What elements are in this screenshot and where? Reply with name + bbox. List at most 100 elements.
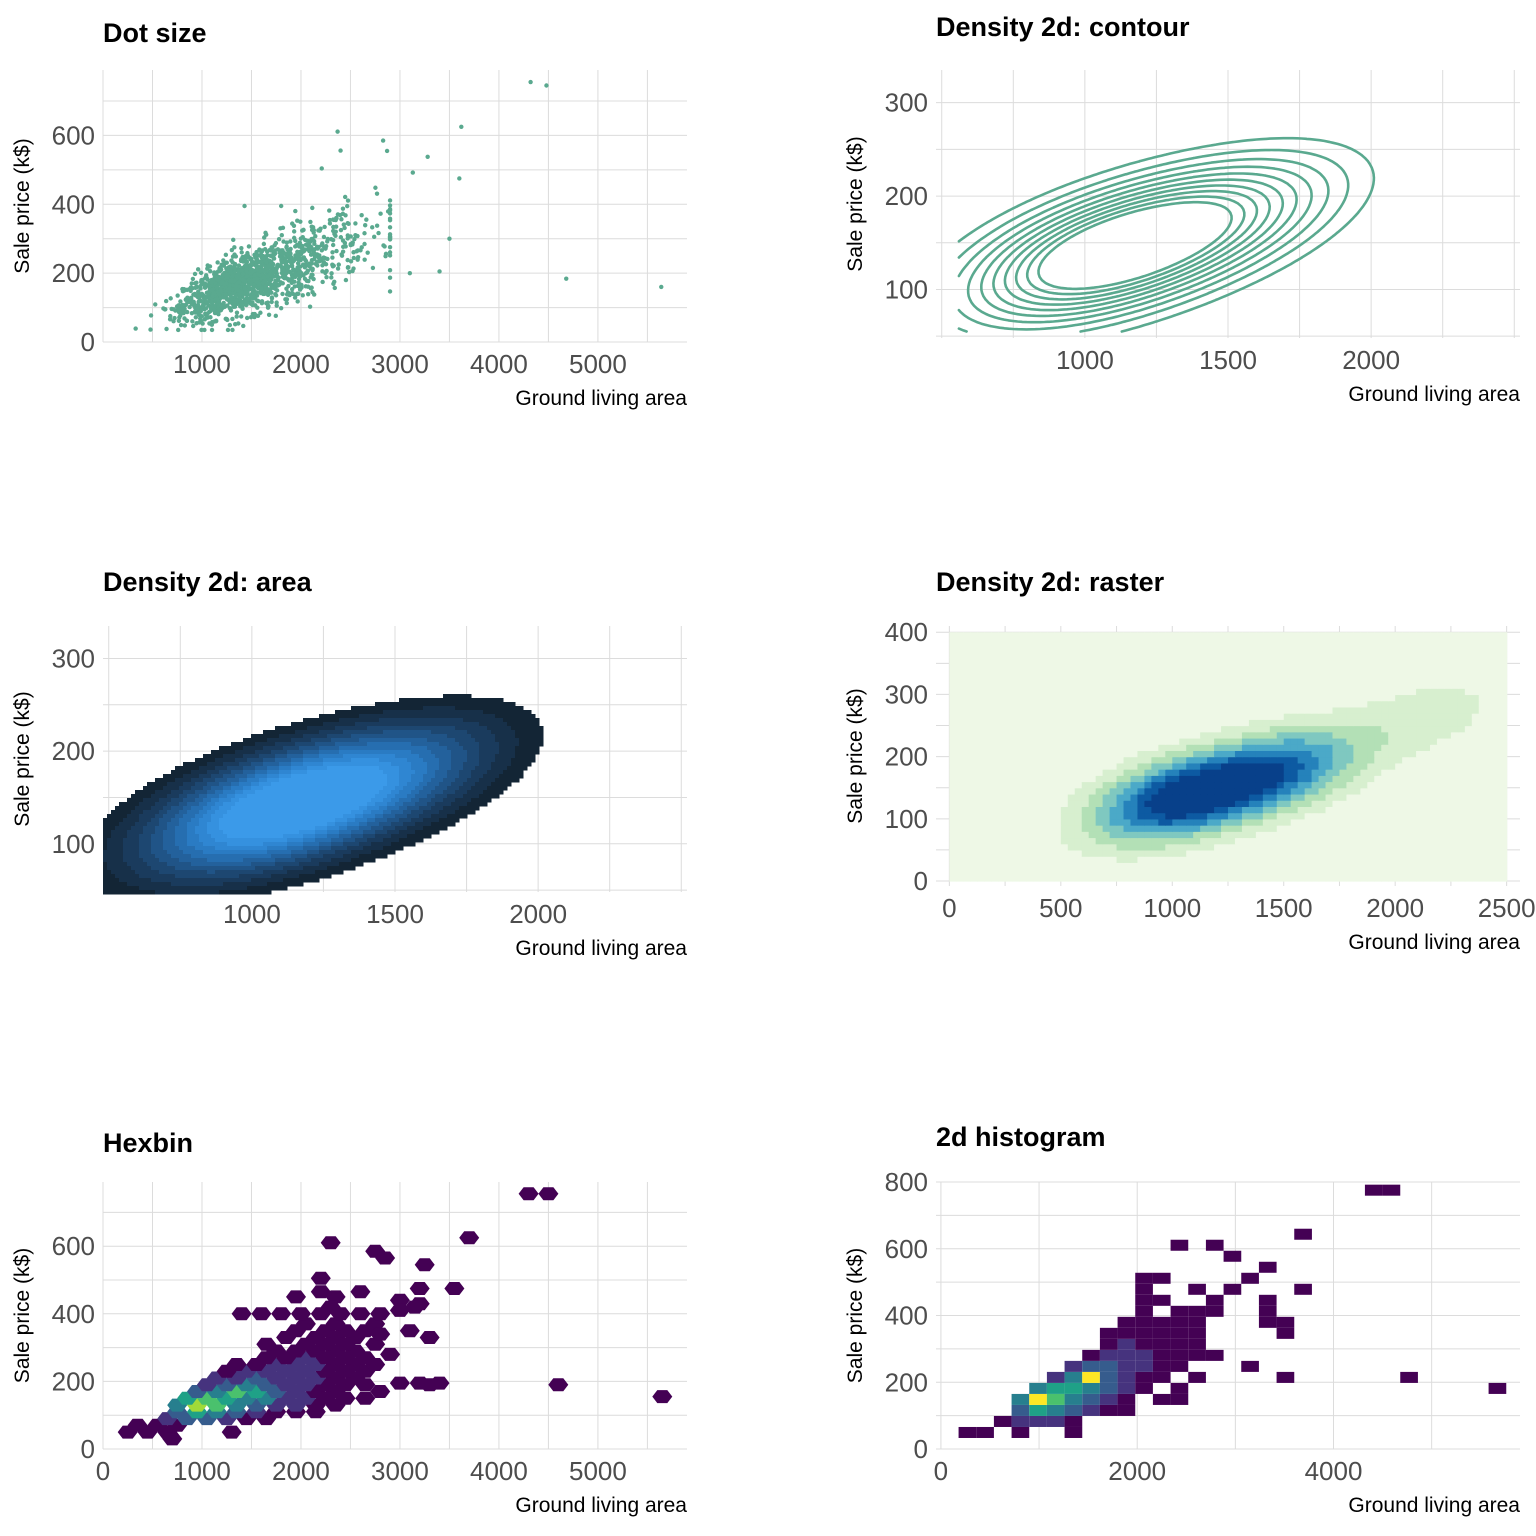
density-cell bbox=[355, 722, 360, 727]
density-cell bbox=[351, 770, 356, 775]
density-cell bbox=[451, 758, 456, 763]
density-cell bbox=[375, 754, 380, 759]
data-point bbox=[208, 308, 213, 314]
density-cell bbox=[271, 862, 276, 867]
density-cell bbox=[227, 750, 232, 755]
density-cell bbox=[351, 774, 356, 779]
density-cell bbox=[359, 862, 364, 867]
density-cell bbox=[347, 726, 352, 731]
density-cell bbox=[471, 774, 476, 779]
density-cell bbox=[359, 754, 364, 759]
density-cell bbox=[511, 718, 516, 723]
density-cell bbox=[491, 734, 496, 739]
data-point bbox=[380, 138, 386, 143]
density-cell bbox=[355, 806, 360, 811]
density-cell bbox=[311, 758, 316, 763]
density-cell bbox=[131, 814, 136, 819]
density-cell bbox=[323, 822, 328, 827]
density-cell bbox=[191, 834, 196, 839]
density-cell bbox=[403, 830, 408, 835]
density-cell bbox=[399, 814, 404, 819]
density-cell bbox=[131, 878, 136, 883]
density-cell bbox=[295, 870, 300, 875]
data-point bbox=[284, 297, 290, 302]
density-cell bbox=[295, 814, 300, 819]
density-cell bbox=[319, 730, 324, 735]
density-cell bbox=[279, 854, 284, 859]
density-cell bbox=[191, 866, 196, 871]
density-cell bbox=[371, 734, 376, 739]
density-cell bbox=[467, 766, 472, 771]
density-cell bbox=[351, 742, 356, 747]
density-cell bbox=[167, 822, 172, 827]
density-cell bbox=[395, 826, 400, 831]
density-cell bbox=[155, 786, 160, 791]
density-cell bbox=[307, 758, 312, 763]
density-cell bbox=[471, 714, 476, 719]
density-cell bbox=[459, 766, 464, 771]
density-cell bbox=[359, 750, 364, 755]
density-cell bbox=[507, 702, 512, 707]
density-cell bbox=[203, 814, 208, 819]
chart-title: Density 2d: area bbox=[103, 567, 312, 597]
density-cell bbox=[299, 722, 304, 727]
density-cell bbox=[391, 810, 396, 815]
density-cell bbox=[431, 726, 436, 731]
density-cell bbox=[423, 698, 428, 703]
density-cell bbox=[231, 798, 236, 803]
density-cell bbox=[207, 878, 212, 883]
density-cell bbox=[483, 706, 488, 711]
data-point bbox=[335, 266, 341, 271]
data-point bbox=[229, 258, 234, 263]
density-cell bbox=[335, 758, 340, 763]
density-cell bbox=[255, 826, 260, 831]
density-cell bbox=[495, 742, 500, 747]
density-cell bbox=[275, 850, 280, 855]
density-cell bbox=[303, 846, 308, 851]
density-cell bbox=[367, 754, 372, 759]
density-cell bbox=[367, 746, 372, 751]
density-cell bbox=[479, 794, 484, 799]
density-cell bbox=[447, 806, 452, 811]
density-cell bbox=[155, 794, 160, 799]
density-cell bbox=[191, 806, 196, 811]
density-cell bbox=[155, 854, 160, 859]
density-cell bbox=[399, 838, 404, 843]
density-cell bbox=[251, 826, 256, 831]
density-cell bbox=[351, 802, 356, 807]
density-cell bbox=[515, 758, 520, 763]
density-cell bbox=[519, 738, 524, 743]
data-point bbox=[212, 272, 217, 277]
density-cell bbox=[447, 790, 452, 795]
density-cell bbox=[435, 818, 440, 823]
x-tick-label: 1500 bbox=[366, 899, 424, 929]
data-point bbox=[314, 259, 320, 265]
density-cell bbox=[123, 838, 128, 843]
density-cell bbox=[467, 790, 472, 795]
density-cell bbox=[359, 854, 364, 859]
density-cell bbox=[427, 802, 432, 807]
density-cell bbox=[363, 802, 368, 807]
density-cell bbox=[191, 818, 196, 823]
density-cell bbox=[143, 810, 148, 815]
density-cell bbox=[243, 758, 248, 763]
density-cell bbox=[303, 770, 308, 775]
density-cell bbox=[171, 870, 176, 875]
density-cell bbox=[467, 774, 472, 779]
data-point bbox=[205, 263, 210, 268]
density-cell bbox=[463, 790, 468, 795]
density-cell bbox=[319, 714, 324, 719]
density-cell bbox=[403, 826, 408, 831]
density-cell bbox=[139, 878, 144, 883]
density-cell bbox=[163, 842, 168, 847]
density-cell bbox=[319, 818, 324, 823]
density-cell bbox=[191, 878, 196, 883]
density-cell bbox=[295, 774, 300, 779]
density-cell bbox=[159, 830, 164, 835]
density-cell bbox=[271, 810, 276, 815]
density-cell bbox=[415, 706, 420, 711]
data-point bbox=[330, 250, 335, 255]
density-cell bbox=[455, 794, 460, 799]
data-point bbox=[305, 238, 310, 243]
density-cell bbox=[395, 714, 400, 719]
